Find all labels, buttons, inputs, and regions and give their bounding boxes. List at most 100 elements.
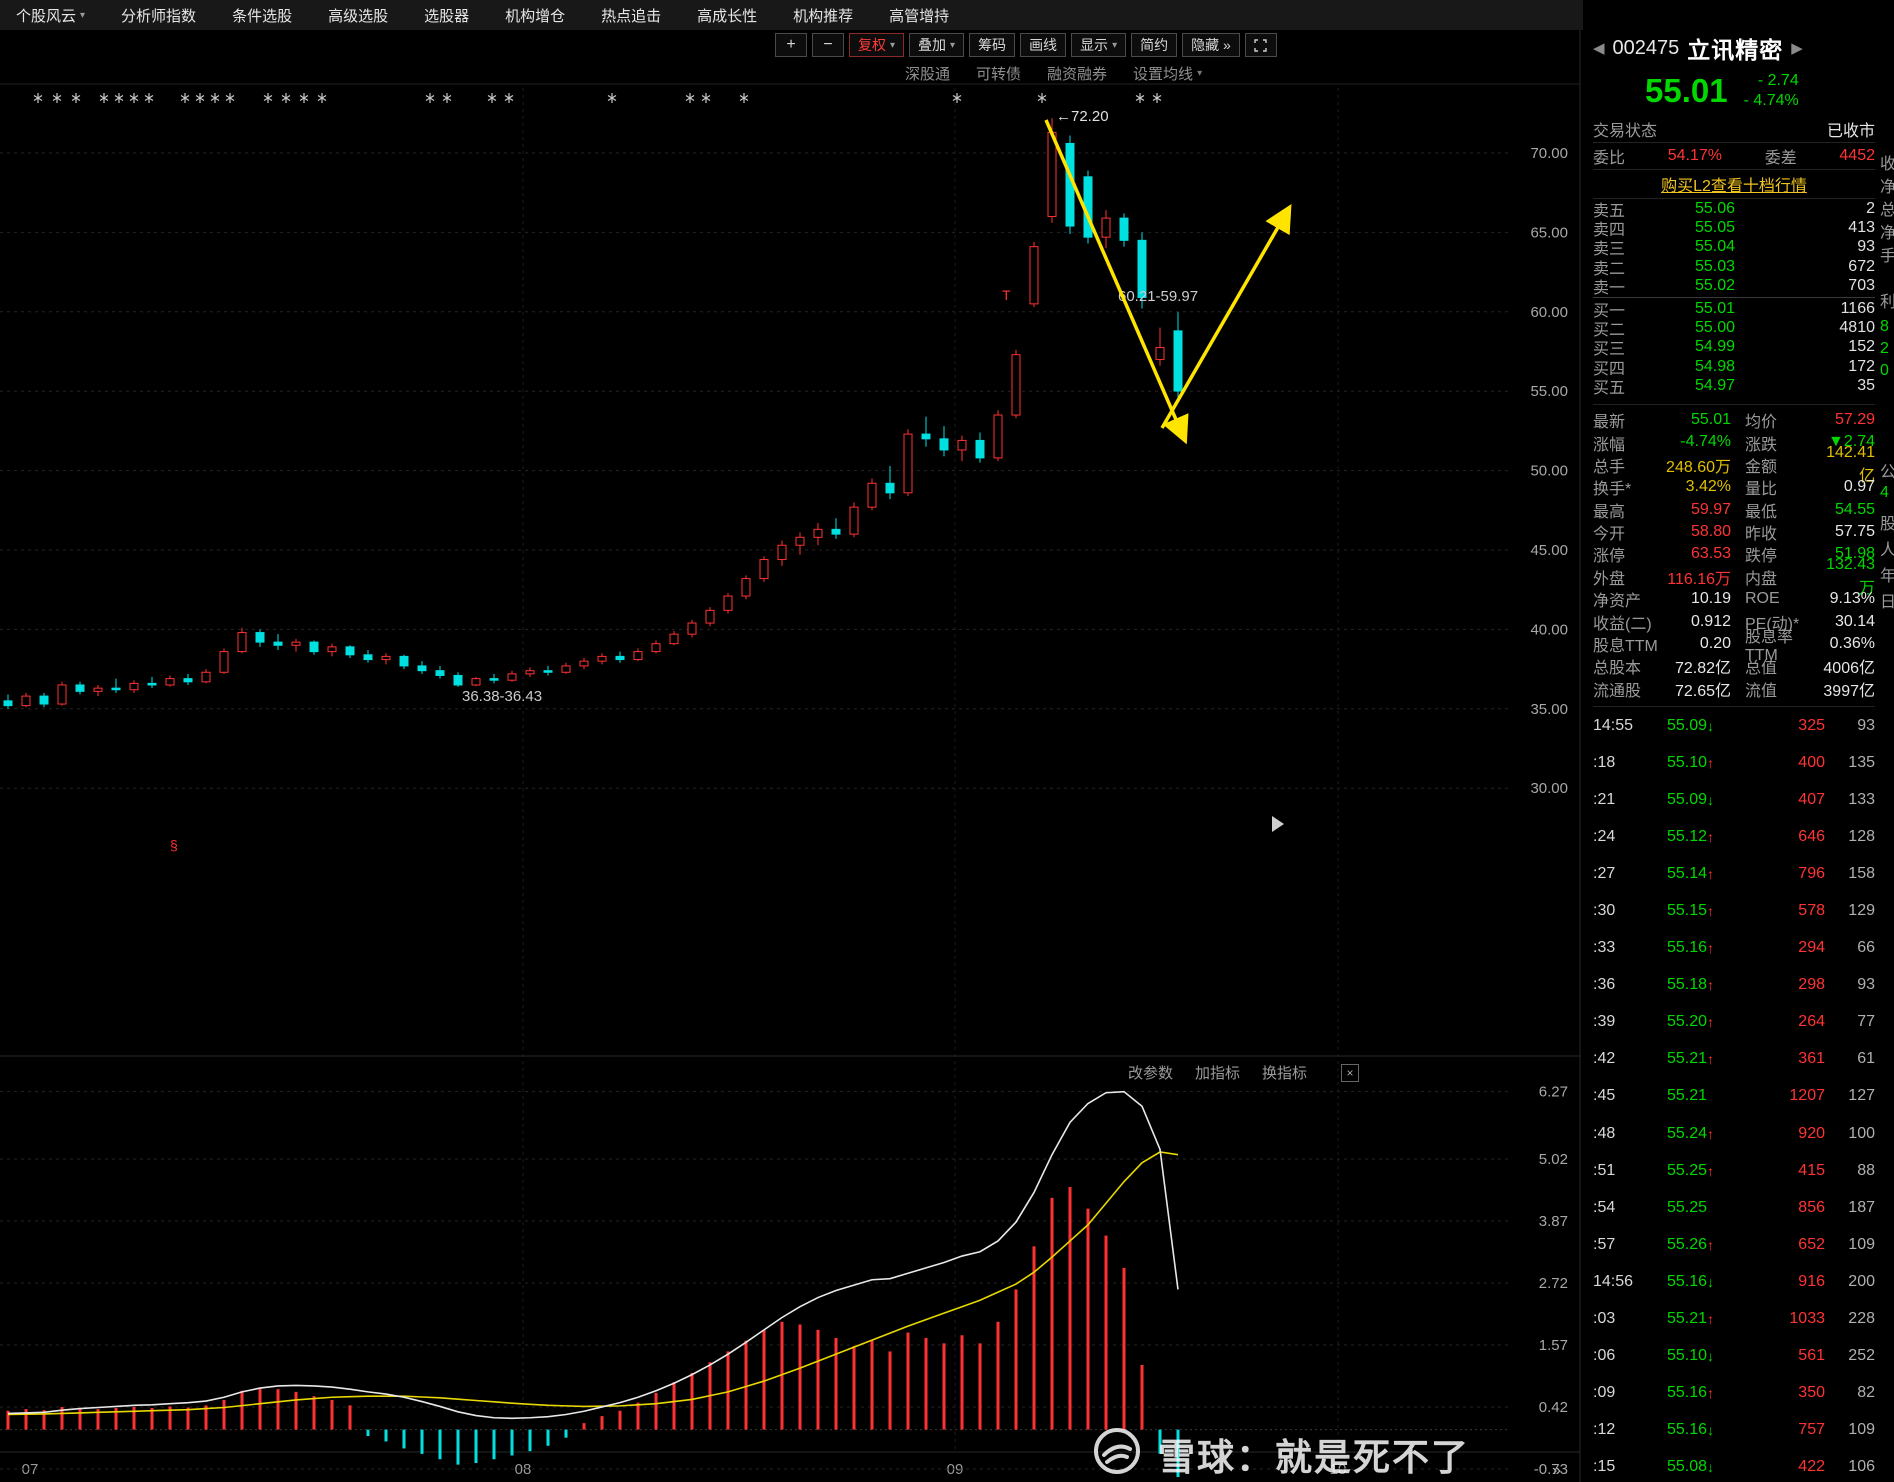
tick-direction-icon: ↑ xyxy=(1707,1125,1714,1142)
svg-text:10: 10 xyxy=(1330,1461,1347,1478)
tick-row: :15 55.08 ↓ 422 106 xyxy=(1593,1458,1875,1476)
price-block: 55.01 - 2.74 - 4.74% xyxy=(1593,66,1875,116)
tick-row: :39 55.20 ↑ 264 77 xyxy=(1593,1013,1875,1031)
menu-item-选股器[interactable]: 选股器 xyxy=(424,7,470,25)
menu-item-高成长性[interactable]: 高成长性 xyxy=(697,7,758,25)
indicator-link-加指标[interactable]: 加指标 xyxy=(1195,1065,1241,1082)
svg-text:09: 09 xyxy=(947,1461,964,1478)
clipped-char: 收 xyxy=(1880,156,1894,173)
clipped-char: 股 xyxy=(1880,516,1894,533)
menu-item-热点追击[interactable]: 热点追击 xyxy=(601,7,662,25)
stat-row: 外盘 116.16万 内盘 132.43万 xyxy=(1593,555,1875,597)
svg-text:30.00: 30.00 xyxy=(1530,780,1568,797)
tick-direction-icon: ↑ xyxy=(1707,754,1714,771)
quote-panel: ◀ 002475 立讯精密 ▶ 55.01 - 2.74 - 4.74% 交易状… xyxy=(1583,0,1879,1482)
menu-item-高级选股[interactable]: 高级选股 xyxy=(328,7,389,25)
svg-text:1.57: 1.57 xyxy=(1539,1337,1568,1354)
tick-row: :36 55.18 ↑ 298 93 xyxy=(1593,976,1875,994)
tick-direction-icon: ↑ xyxy=(1707,1236,1714,1253)
price-change: - 2.74 xyxy=(1757,72,1799,89)
tick-direction-icon: ↓ xyxy=(1707,1273,1714,1290)
toolbar-button-画线[interactable]: 画线 xyxy=(1020,33,1067,57)
tick-row: :06 55.10 ↓ 561 252 xyxy=(1593,1347,1875,1365)
tick-row: :54 55.25 856 187 xyxy=(1593,1198,1875,1216)
tick-row: :03 55.21 ↑ 1033 228 xyxy=(1593,1310,1875,1328)
menu-item-条件选股[interactable]: 条件选股 xyxy=(232,7,293,25)
fullscreen-icon[interactable] xyxy=(1244,33,1277,57)
toolbar-button-隐藏 »[interactable]: 隐藏 » xyxy=(1182,33,1240,57)
clipped-char: 人 xyxy=(1880,542,1894,559)
subtoolbar-link-可转债[interactable]: 可转债 xyxy=(976,66,1022,83)
weicha-value: 4452 xyxy=(1839,147,1875,164)
toolbar-button-筹码[interactable]: 筹码 xyxy=(969,33,1016,57)
indicator-close-icon[interactable]: × xyxy=(1341,1063,1360,1082)
subtoolbar-link-深股通[interactable]: 深股通 xyxy=(905,66,951,83)
stat-row: 最高 59.97 最低 54.55 xyxy=(1593,500,1875,521)
tick-row: :21 55.09 ↓ 407 133 xyxy=(1593,790,1875,808)
tick-direction-icon: ↑ xyxy=(1707,865,1714,882)
last-price: 55.01 xyxy=(1645,72,1728,109)
clipped-char: 净 xyxy=(1880,179,1894,196)
toolbar-button-简约[interactable]: 简约 xyxy=(1131,33,1178,57)
ask-row: 卖一 55.02 703 xyxy=(1593,277,1875,298)
svg-text:-0.73: -0.73 xyxy=(1534,1461,1568,1478)
tick-row: :33 55.16 ↑ 294 66 xyxy=(1593,939,1875,957)
menu-item-机构增仓[interactable]: 机构增仓 xyxy=(505,7,566,25)
toolbar-button-−[interactable]: − xyxy=(812,33,844,57)
weibi-row: 委比 54.17% 委差 4452 xyxy=(1593,143,1875,170)
book-divider xyxy=(1593,296,1875,298)
subtoolbar-link-设置均线[interactable]: 设置均线 ▾ xyxy=(1133,66,1203,83)
toolbar-button-叠加[interactable]: 叠加 ▾ xyxy=(909,33,965,57)
toolbar-button-+[interactable]: + xyxy=(775,33,807,57)
tick-direction-icon: ↓ xyxy=(1707,791,1714,808)
stats-grid: 最新 55.01 均价 57.29 涨幅 -4.74% 涨跌 ▼2.74 总手 248.60万 金额… xyxy=(1593,403,1875,700)
toolbar-button-复权[interactable]: 复权 ▾ xyxy=(849,33,905,57)
svg-text:§: § xyxy=(170,837,178,853)
clipped-char: 8 xyxy=(1880,318,1889,335)
indicator-link-换指标[interactable]: 换指标 xyxy=(1262,1065,1308,1082)
trade-status-label: 交易状态 xyxy=(1593,123,1658,140)
clipped-char: 手 xyxy=(1880,248,1894,265)
bid-row: 买二 55.00 4810 xyxy=(1593,319,1875,340)
toolbar-button-显示[interactable]: 显示 ▾ xyxy=(1071,33,1127,57)
prev-stock-arrow[interactable]: ◀ xyxy=(1593,40,1605,57)
next-stock-arrow[interactable]: ▶ xyxy=(1791,40,1803,57)
menu-item-高管增持[interactable]: 高管增持 xyxy=(889,7,950,25)
tick-direction-icon: ↑ xyxy=(1707,1162,1714,1179)
menu-item-分析师指数[interactable]: 分析师指数 xyxy=(121,7,197,25)
svg-text:70.00: 70.00 xyxy=(1530,145,1568,162)
menu-item-机构推荐[interactable]: 机构推荐 xyxy=(793,7,854,25)
tick-direction-icon: ↑ xyxy=(1707,1385,1714,1402)
tick-direction-icon: ↑ xyxy=(1707,828,1714,845)
stat-row: 股息TTM 0.20 股息率TTM 0.36% xyxy=(1593,629,1875,665)
bid-row: 买三 54.99 152 xyxy=(1593,338,1875,359)
tick-row: :30 55.15 ↑ 578 129 xyxy=(1593,902,1875,919)
stat-row: 今开 58.80 昨收 57.75 xyxy=(1593,523,1875,544)
watermark-text: 雪球：就是死不了 xyxy=(1158,1436,1470,1478)
svg-text:08: 08 xyxy=(515,1461,532,1478)
tick-direction-icon: ↓ xyxy=(1707,1422,1714,1439)
ask-row: 卖五 55.06 2 xyxy=(1593,199,1875,220)
svg-text:65.00: 65.00 xyxy=(1530,224,1568,241)
svg-text:07: 07 xyxy=(22,1461,39,1478)
tick-row: :51 55.25 ↑ 415 88 xyxy=(1593,1161,1875,1179)
stat-row: 总股本 72.82亿 总值 4006亿 xyxy=(1593,660,1875,678)
chart-subtoolbar: 深股通 可转债 融资融券 设置均线 ▾ xyxy=(905,63,1202,84)
tick-row: :18 55.10 ↑ 400 135 xyxy=(1593,753,1875,771)
bid-row: 买五 54.97 35 xyxy=(1593,377,1875,398)
xueqiu-watermark: 雪球：就是死不了 xyxy=(1090,1424,1470,1482)
stock-name: 立讯精密 xyxy=(1687,37,1784,63)
indicator-toolbar: 改参数 加指标 换指标 × xyxy=(1128,1062,1360,1083)
svg-text:45.00: 45.00 xyxy=(1530,542,1568,559)
l2-quote-link[interactable]: 购买L2查看十档行情 xyxy=(1593,170,1875,199)
svg-text:0.42: 0.42 xyxy=(1539,1399,1568,1416)
subtoolbar-link-融资融券[interactable]: 融资融券 xyxy=(1047,66,1108,83)
indicator-link-改参数[interactable]: 改参数 xyxy=(1128,1065,1174,1082)
bid-row: 买四 54.98 172 xyxy=(1593,357,1875,378)
top-menu-bar: 个股风云 ▾ 分析师指数 条件选股 高级选股 选股器 机构增仓 热点追击 高成长性 机构推荐 高管增… xyxy=(0,0,1894,30)
menu-item-个股风云[interactable]: 个股风云 ▾ xyxy=(16,7,86,25)
svg-text:2.72: 2.72 xyxy=(1539,1275,1568,1292)
tick-row: :42 55.21 ↑ 361 61 xyxy=(1593,1050,1875,1068)
time-sales-list[interactable]: 14:55 55.09 ↓ 325 93:18 55.10 ↑ 400 135:21 55.09 ↓… xyxy=(1593,705,1875,1482)
